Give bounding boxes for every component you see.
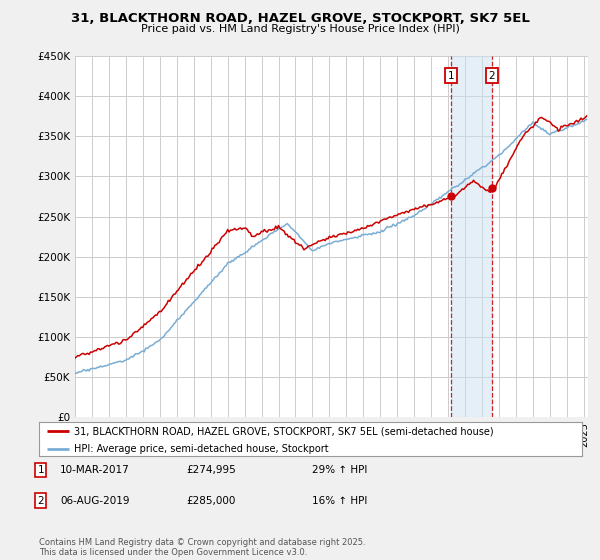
Text: Contains HM Land Registry data © Crown copyright and database right 2025.
This d: Contains HM Land Registry data © Crown c…	[39, 538, 365, 557]
Text: Price paid vs. HM Land Registry's House Price Index (HPI): Price paid vs. HM Land Registry's House …	[140, 24, 460, 34]
Text: 31, BLACKTHORN ROAD, HAZEL GROVE, STOCKPORT, SK7 5EL: 31, BLACKTHORN ROAD, HAZEL GROVE, STOCKP…	[71, 12, 529, 25]
Text: £285,000: £285,000	[186, 496, 235, 506]
Text: 1: 1	[448, 71, 454, 81]
Text: 10-MAR-2017: 10-MAR-2017	[60, 465, 130, 475]
Text: HPI: Average price, semi-detached house, Stockport: HPI: Average price, semi-detached house,…	[74, 444, 329, 454]
Text: 2: 2	[488, 71, 495, 81]
Text: 06-AUG-2019: 06-AUG-2019	[60, 496, 130, 506]
Text: 29% ↑ HPI: 29% ↑ HPI	[312, 465, 367, 475]
Text: 2: 2	[37, 496, 44, 506]
Text: 31, BLACKTHORN ROAD, HAZEL GROVE, STOCKPORT, SK7 5EL (semi-detached house): 31, BLACKTHORN ROAD, HAZEL GROVE, STOCKP…	[74, 426, 494, 436]
Text: 1: 1	[37, 465, 44, 475]
Text: £274,995: £274,995	[186, 465, 236, 475]
Text: 16% ↑ HPI: 16% ↑ HPI	[312, 496, 367, 506]
Bar	[451, 56, 492, 417]
